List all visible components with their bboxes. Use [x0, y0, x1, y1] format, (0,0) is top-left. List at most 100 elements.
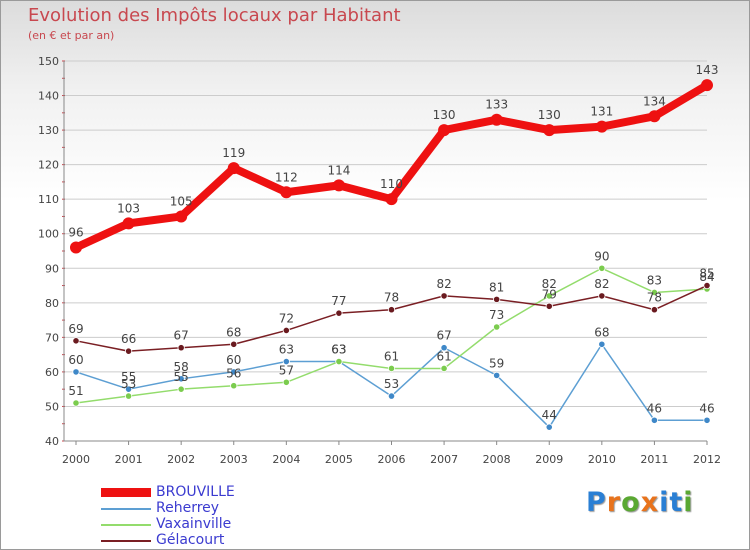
data-label: 63 [279, 343, 294, 357]
data-point [598, 340, 606, 348]
logo-letter: o [621, 487, 641, 518]
logo-letter: r [606, 487, 622, 518]
data-point [703, 416, 711, 424]
data-point [648, 110, 661, 123]
data-label: 69 [68, 322, 83, 336]
data-label: 96 [68, 226, 83, 240]
data-point [124, 385, 133, 393]
data-label: 73 [489, 308, 504, 322]
data-label: 131 [590, 105, 613, 119]
data-point [545, 423, 553, 431]
data-point [385, 193, 398, 206]
data-label: 61 [384, 349, 399, 363]
data-point [124, 392, 133, 400]
data-point [387, 306, 396, 314]
x-tick-label: 2007 [430, 453, 458, 466]
legend-swatch [101, 524, 151, 526]
data-label: 78 [384, 291, 399, 305]
data-label: 112 [275, 170, 298, 184]
data-label: 55 [121, 370, 136, 384]
data-point [440, 364, 448, 373]
data-label: 72 [279, 311, 294, 325]
x-tick-label: 2010 [588, 453, 616, 466]
data-label: 79 [542, 287, 557, 301]
data-point [650, 288, 659, 297]
data-label: 82 [594, 277, 609, 291]
data-point [595, 120, 608, 133]
logo-letter: x [640, 487, 660, 518]
data-point [230, 382, 238, 390]
x-tick-label: 2002 [167, 453, 195, 466]
data-label: 53 [384, 377, 399, 391]
data-point [227, 162, 240, 175]
data-point [650, 306, 659, 314]
logo-letter: P [586, 487, 607, 518]
y-tick-label: 90 [45, 262, 59, 275]
y-tick-label: 50 [45, 400, 59, 413]
data-point [122, 217, 135, 230]
data-label: 83 [647, 273, 662, 287]
data-label: 110 [380, 177, 403, 191]
data-label: 133 [485, 98, 508, 112]
data-label: 57 [279, 363, 294, 377]
data-point [703, 281, 711, 290]
data-label: 60 [68, 353, 83, 367]
data-label: 77 [331, 294, 346, 308]
data-label: 103 [117, 201, 140, 215]
data-label: 130 [538, 108, 561, 122]
chart-title: Evolution des Impôts locaux par Habitant [28, 5, 401, 26]
legend-label: Vaxainville [156, 516, 232, 532]
x-tick-label: 2003 [220, 453, 248, 466]
x-tick-label: 2009 [535, 453, 563, 466]
x-tick-label: 2008 [483, 453, 511, 466]
data-point [177, 344, 185, 352]
data-label: 105 [170, 194, 193, 208]
data-point [493, 295, 501, 303]
x-tick-label: 2011 [640, 453, 668, 466]
data-label: 51 [68, 384, 83, 398]
data-point [72, 337, 80, 345]
x-tick-label: 2012 [693, 453, 721, 466]
data-point [440, 344, 448, 352]
data-label: 82 [436, 277, 451, 291]
data-label: 60 [226, 353, 241, 367]
data-label: 134 [643, 94, 666, 108]
data-label: 67 [436, 329, 451, 343]
data-point [438, 124, 451, 137]
x-tick-label: 2004 [272, 453, 300, 466]
data-point [72, 368, 80, 376]
data-label: 130 [433, 108, 456, 122]
logo-letter: i [659, 487, 670, 518]
data-point [230, 368, 238, 376]
legend-swatch [101, 540, 151, 542]
data-label: 66 [121, 332, 136, 346]
data-point [543, 124, 556, 137]
proxiti-logo: Proxiti [586, 487, 694, 518]
data-label: 143 [696, 63, 719, 77]
data-point [280, 186, 293, 199]
data-point [70, 241, 82, 254]
data-point [175, 210, 188, 223]
y-tick-label: 80 [45, 297, 59, 310]
data-point [335, 357, 343, 366]
data-label: 85 [699, 267, 714, 281]
data-point [387, 392, 396, 400]
data-label: 63 [331, 343, 346, 357]
data-label: 68 [226, 325, 241, 339]
legend-label: BROUVILLE [156, 484, 235, 500]
x-tick-label: 2001 [115, 453, 143, 466]
data-point [335, 309, 343, 317]
x-tick-label: 2005 [325, 453, 353, 466]
y-tick-label: 100 [38, 228, 59, 241]
data-label: 119 [222, 146, 245, 160]
data-point [598, 264, 606, 272]
data-point [490, 113, 503, 126]
data-point [282, 378, 290, 386]
data-point [282, 357, 290, 366]
y-tick-label: 110 [38, 193, 59, 206]
data-label: 59 [489, 356, 504, 370]
data-point [440, 292, 448, 300]
data-point [545, 302, 553, 310]
